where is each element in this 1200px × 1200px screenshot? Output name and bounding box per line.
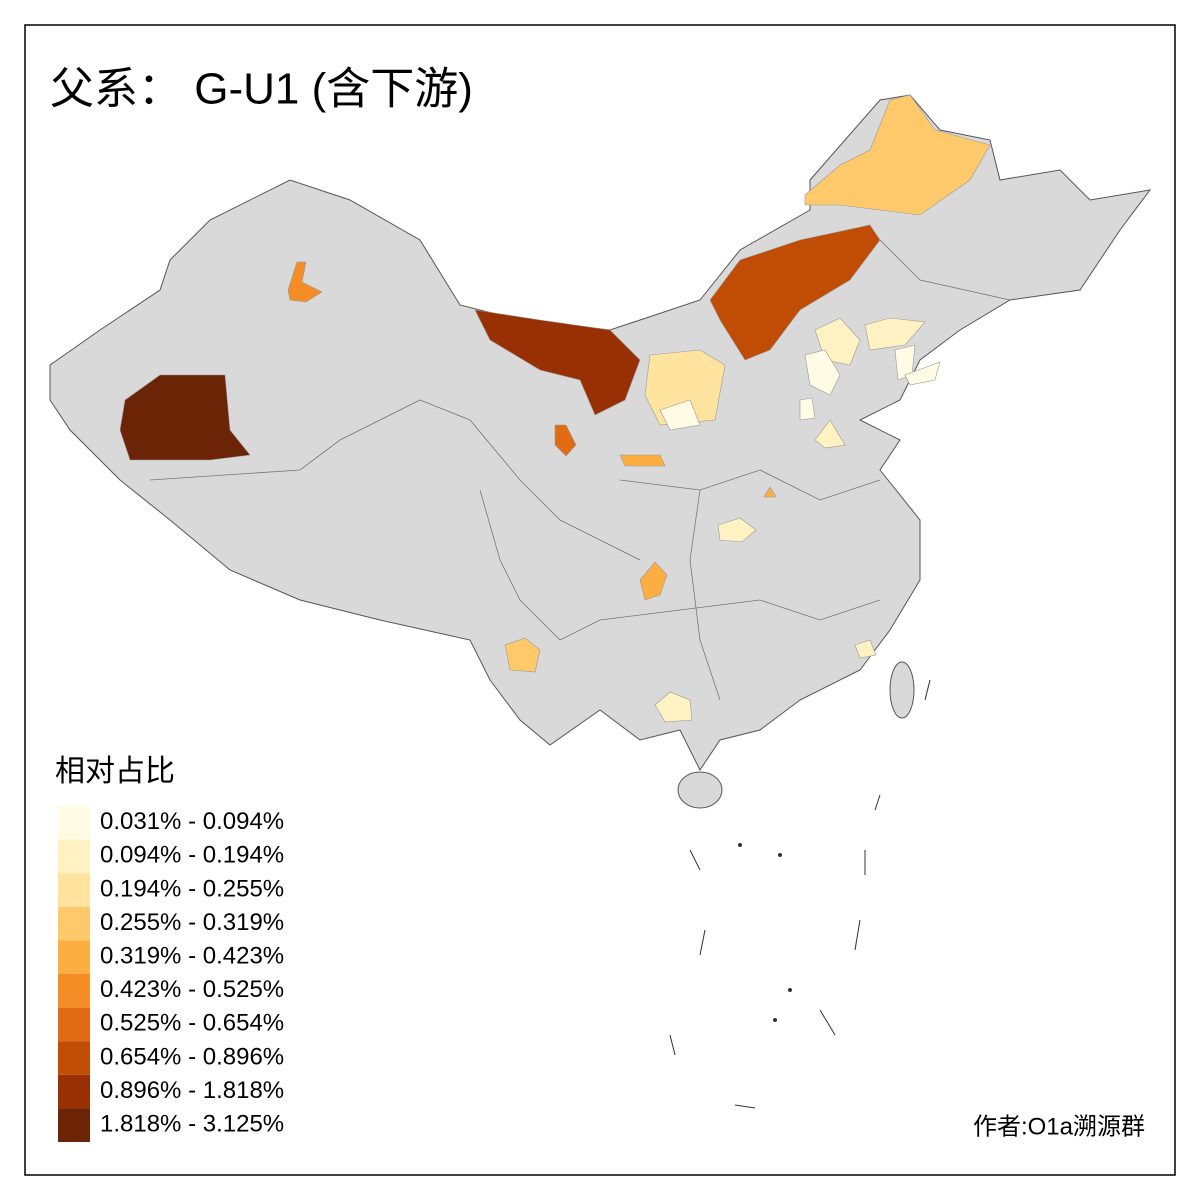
legend-swatch [58, 974, 90, 1008]
legend: 0.031% - 0.094% 0.094% - 0.194% 0.194% - 0… [58, 806, 284, 1142]
border [689, 489, 721, 701]
region [474, 309, 641, 416]
country-shape [49, 94, 1152, 809]
legend-label: 0.255% - 0.319% [100, 909, 284, 936]
region [504, 637, 541, 673]
region [639, 561, 668, 601]
island-line [854, 919, 861, 951]
region [814, 419, 846, 449]
region [644, 349, 726, 426]
legend-label: 0.896% - 1.818% [100, 1077, 284, 1104]
legend-label: 0.319% - 0.423% [100, 943, 284, 970]
island-line [669, 1034, 676, 1056]
author: 作者:O1a溯源群 [973, 1113, 1145, 1140]
region [287, 261, 323, 303]
legend-swatch [58, 940, 90, 974]
border [879, 239, 1011, 301]
region [904, 361, 941, 386]
island-line [699, 929, 706, 956]
legend-label: 0.525% - 0.654% [100, 1010, 284, 1037]
legend-swatch [58, 1074, 90, 1109]
region [554, 424, 577, 457]
legend-swatch [58, 839, 90, 874]
island [788, 988, 792, 992]
island [778, 853, 782, 857]
island-line [734, 1104, 756, 1109]
region [709, 224, 881, 361]
region [763, 486, 777, 498]
legend-label: 0.031% - 0.094% [100, 808, 284, 835]
region [864, 317, 926, 351]
island-line [689, 849, 701, 871]
region [799, 397, 816, 421]
legend-swatch [58, 873, 90, 907]
region [804, 349, 841, 396]
legend-swatch [58, 906, 90, 941]
region [654, 691, 693, 723]
legend-swatch [58, 1007, 90, 1042]
legend-label: 0.654% - 0.896% [100, 1043, 284, 1070]
region [804, 94, 991, 216]
legend-label: 0.423% - 0.525% [100, 976, 284, 1003]
region [119, 374, 251, 461]
region [717, 517, 757, 543]
south-sea-islands [669, 679, 931, 1109]
region [619, 454, 666, 467]
region [854, 639, 877, 659]
region [659, 399, 701, 431]
legend-title: 相对占比 [55, 755, 175, 788]
legend-label: 0.194% - 0.255% [100, 875, 284, 902]
legend-swatch [58, 1108, 90, 1142]
island-line [874, 794, 881, 811]
legend-swatch [58, 806, 90, 840]
island [738, 843, 742, 847]
border [619, 469, 881, 501]
regions [119, 94, 991, 723]
legend-swatch [58, 1041, 90, 1075]
legend-label: 0.094% - 0.194% [100, 842, 284, 869]
border [339, 399, 641, 561]
hainan [677, 771, 723, 809]
taiwan [889, 661, 915, 719]
island-line [924, 679, 931, 701]
island [773, 1018, 777, 1022]
island-line [819, 1009, 836, 1036]
title: 父系： G-U1 (含下游) [50, 65, 473, 114]
border [149, 439, 341, 481]
border [479, 489, 881, 641]
legend-label: 1.818% - 3.125% [100, 1111, 284, 1138]
